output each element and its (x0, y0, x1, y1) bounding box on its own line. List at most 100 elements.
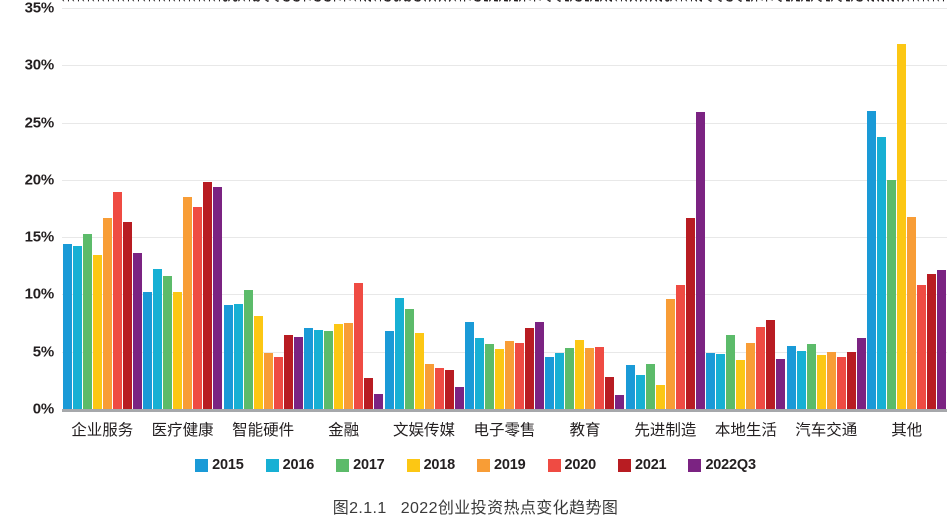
bar[interactable] (716, 354, 726, 409)
bar[interactable] (524, 327, 534, 409)
bar[interactable] (695, 112, 705, 409)
bar[interactable] (816, 355, 826, 409)
bar[interactable] (474, 337, 484, 409)
bar[interactable] (706, 352, 716, 409)
bar[interactable] (675, 285, 685, 409)
bar[interactable] (776, 358, 786, 409)
legend-item[interactable]: 2017 (336, 457, 385, 473)
bar[interactable] (545, 357, 555, 409)
bar[interactable] (685, 217, 695, 409)
bar[interactable] (334, 324, 344, 409)
bar[interactable] (836, 357, 846, 409)
bar[interactable] (897, 43, 907, 409)
bar[interactable] (927, 273, 937, 409)
bar[interactable] (444, 370, 454, 409)
bar[interactable] (112, 192, 122, 409)
bar[interactable] (846, 351, 856, 409)
bar[interactable] (867, 111, 877, 409)
bar[interactable] (163, 276, 173, 409)
legend-item[interactable]: 2015 (195, 457, 244, 473)
legend-item[interactable]: 2021 (617, 457, 667, 473)
bar[interactable] (504, 341, 514, 409)
bar[interactable] (122, 222, 132, 409)
bar[interactable] (203, 182, 213, 409)
bar[interactable] (585, 348, 595, 409)
bar[interactable] (454, 387, 464, 409)
bar[interactable] (283, 334, 293, 409)
bar[interactable] (102, 217, 112, 409)
bar[interactable] (92, 255, 102, 409)
bar[interactable] (223, 304, 233, 409)
bar[interactable] (82, 233, 92, 409)
bar[interactable] (534, 321, 544, 409)
bar[interactable] (615, 395, 625, 409)
bar[interactable] (72, 246, 82, 409)
bar[interactable] (434, 367, 444, 409)
bar[interactable] (635, 374, 645, 409)
legend-item[interactable]: 2020 (547, 457, 597, 473)
bar[interactable] (796, 350, 806, 409)
bar[interactable] (324, 331, 334, 409)
legend-item[interactable]: 2022Q3 (688, 457, 756, 473)
legend-item[interactable]: 2019 (477, 457, 526, 473)
bar[interactable] (726, 334, 736, 409)
bar[interactable] (193, 207, 203, 409)
bar[interactable] (132, 253, 142, 409)
bar[interactable] (756, 326, 766, 409)
bar[interactable] (766, 319, 776, 409)
bar[interactable] (344, 323, 354, 409)
bar[interactable] (253, 316, 263, 409)
bar[interactable] (273, 357, 283, 409)
bar[interactable] (173, 292, 183, 409)
bar[interactable] (907, 216, 917, 409)
bar[interactable] (625, 365, 635, 409)
bar[interactable] (937, 270, 947, 409)
bar[interactable] (314, 329, 324, 409)
bar[interactable] (645, 364, 655, 409)
bar-slot: 3.4% (442, 0, 454, 409)
bar[interactable] (384, 331, 394, 409)
bar[interactable] (62, 244, 72, 409)
bar[interactable] (394, 297, 404, 409)
bar[interactable] (183, 197, 193, 409)
bar[interactable] (464, 321, 474, 409)
bar[interactable] (233, 303, 243, 409)
bar[interactable] (494, 349, 504, 409)
bar[interactable] (143, 292, 153, 409)
bar[interactable] (786, 346, 796, 409)
bar[interactable] (575, 340, 585, 409)
bar[interactable] (826, 351, 836, 409)
bar[interactable] (414, 333, 424, 409)
bar[interactable] (887, 179, 897, 409)
bar[interactable] (263, 352, 273, 409)
bar[interactable] (514, 342, 524, 409)
bar[interactable] (665, 299, 675, 409)
bar[interactable] (555, 352, 565, 409)
bar[interactable] (877, 137, 887, 409)
bar[interactable] (293, 336, 303, 409)
bar[interactable] (595, 347, 605, 409)
legend-label: 2020 (564, 457, 597, 473)
bar[interactable] (304, 327, 314, 409)
bar[interactable] (856, 337, 866, 409)
legend-item[interactable]: 2018 (406, 457, 455, 473)
bar[interactable] (374, 394, 384, 409)
legend-item[interactable]: 2016 (265, 457, 314, 473)
bar[interactable] (364, 378, 374, 409)
bar[interactable] (605, 376, 615, 409)
bar[interactable] (213, 186, 223, 409)
bar[interactable] (746, 342, 756, 409)
bar[interactable] (806, 343, 816, 409)
bar[interactable] (736, 359, 746, 409)
bar[interactable] (565, 348, 575, 409)
bar[interactable] (404, 309, 414, 409)
bar[interactable] (243, 289, 253, 409)
bar[interactable] (917, 285, 927, 409)
bar[interactable] (153, 269, 163, 409)
bar-slot: 11.0% (352, 0, 364, 409)
bar[interactable] (424, 364, 434, 409)
bar-slot: 6.5% (281, 0, 293, 409)
bar[interactable] (655, 384, 665, 409)
bar[interactable] (354, 282, 364, 409)
bar[interactable] (484, 343, 494, 409)
